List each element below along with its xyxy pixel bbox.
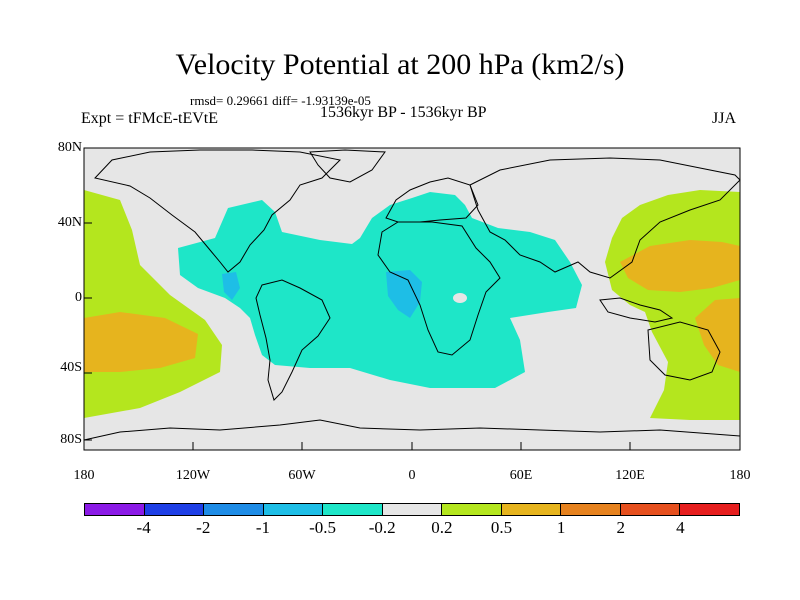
lat-label-40s: 40S [60,360,82,375]
colorbar-box [501,504,562,515]
colorbar-label: -0.2 [368,518,396,537]
colorbar-box [442,504,502,515]
lon-label-120w: 120W [175,468,211,483]
colorbar-box [561,504,621,515]
colorbar-box [382,504,443,515]
lat-label-40n: 40N [57,215,82,230]
colorbar-box [263,504,324,515]
colorbar-label: 4 [676,518,685,537]
colorbar-label: 0.5 [490,518,513,537]
plot-title: Velocity Potential at 200 hPa (km2/s) [175,48,625,81]
season-label: JJA [712,110,737,127]
negative-patch-central-america [222,272,240,300]
colorbar-label: -1 [255,518,270,537]
period-label: 1536kyr BP - 1536kyr BP [320,104,487,121]
lon-label-60w: 60W [288,468,316,483]
colorbar [84,503,740,516]
colorbar-label: 1 [556,518,566,537]
colorbar-box [323,504,383,515]
axis-ticks [83,147,741,450]
lat-label-80n: 80N [57,140,82,155]
positive-core-west-pacific-south [695,298,740,372]
lon-label-120e: 120E [615,468,645,483]
lon-label-180e: 180 [729,468,751,483]
coastlines [83,149,741,441]
colorbar-label: 2 [616,518,625,537]
stats-line: rmsd= 0.29661 diff= -1.93139e-05 [190,93,371,108]
lon-label-60e: 60E [509,468,533,483]
colorbar-label: -0.5 [309,518,336,537]
lon-label-180w: 180 [73,468,95,483]
colorbar-box [620,504,681,515]
experiment-label: Expt = tFMcE-tEVtE [81,110,219,127]
positive-core-west-pacific-north [620,240,740,292]
colorbar-box [204,504,264,515]
colorbar-box [144,504,205,515]
positive-core-east-pacific [84,312,198,372]
colorbar-box [85,504,145,515]
lat-label-0: 0 [75,290,82,305]
lat-label-80s: 80S [60,432,82,447]
zero-hole-africa [453,293,467,303]
negative-patch-central-africa [386,270,422,318]
colorbar-label: 0.2 [431,518,453,537]
lon-label-0: 0 [408,468,416,483]
negative-region-atlantic-africa [178,192,582,388]
colorbar-box [680,504,740,515]
colorbar-label: -4 [136,518,151,537]
colorbar-label: -2 [196,518,211,537]
